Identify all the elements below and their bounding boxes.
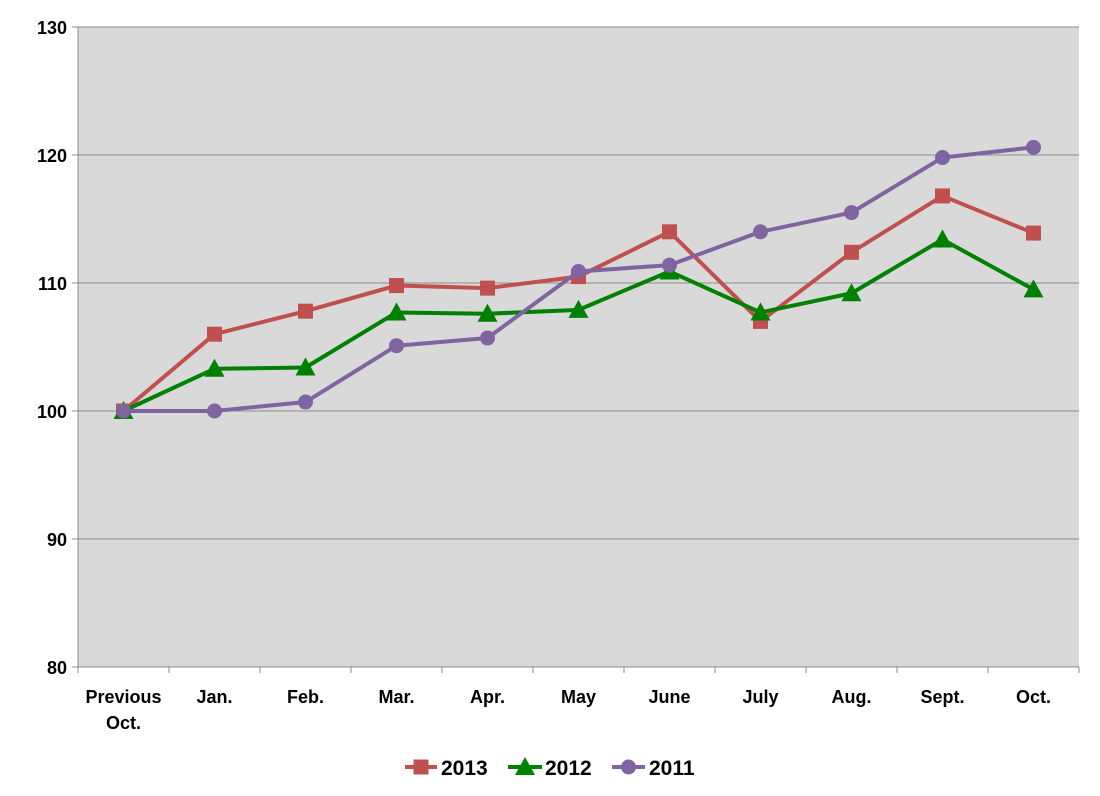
x-tick-label-line: Oct. [106, 713, 141, 733]
x-tick-label: July [742, 687, 778, 707]
series-group [113, 139, 1044, 419]
x-tick-label: Oct. [1016, 687, 1051, 707]
data-point [204, 358, 225, 377]
x-tick-label: June [648, 687, 690, 707]
data-point [386, 302, 407, 321]
data-point [841, 283, 862, 302]
x-tick-label-line: Previous [85, 687, 161, 707]
x-tick-label: May [561, 687, 596, 707]
legend-item-2013: 2013 [405, 757, 488, 780]
y-tick-label: 80 [47, 658, 67, 678]
x-tick-label-line: Oct. [1016, 687, 1051, 707]
series-2011 [116, 139, 1041, 419]
data-point [571, 263, 586, 279]
data-point [207, 326, 222, 342]
data-point [1026, 225, 1041, 241]
plot-area [78, 27, 1079, 667]
data-point [298, 394, 313, 410]
y-tick-labels: 80 90 100 110 120 130 [37, 18, 67, 678]
y-tick-label: 120 [37, 146, 67, 166]
data-point [477, 303, 498, 322]
x-tick-label: Feb. [287, 687, 324, 707]
y-tick-label: 90 [47, 530, 67, 550]
x-tick-label: Mar. [378, 687, 414, 707]
data-point [207, 403, 222, 419]
data-point [480, 330, 495, 346]
x-tick-label-line: Aug. [832, 687, 872, 707]
x-tick-label-line: Jan. [196, 687, 232, 707]
data-point [298, 303, 313, 319]
x-tick-label-line: May [561, 687, 596, 707]
data-point [935, 150, 950, 166]
data-point [1023, 279, 1044, 298]
axes [72, 26, 1080, 673]
legend-marker [621, 759, 636, 775]
data-point [753, 224, 768, 240]
x-tick-label-line: June [648, 687, 690, 707]
legend-label: 2012 [545, 757, 592, 780]
legend-label: 2011 [649, 757, 695, 780]
y-tick-label: 110 [38, 274, 67, 294]
y-tick-label: 130 [37, 18, 67, 38]
x-tick-label-line: July [742, 687, 778, 707]
data-point [568, 299, 589, 318]
data-point [932, 229, 953, 248]
legend: 2013 2012 2011 [405, 757, 695, 780]
data-point [295, 357, 316, 376]
x-tick-label-line: Mar. [378, 687, 414, 707]
x-tick-label-line: Sept. [920, 687, 964, 707]
data-point [116, 403, 131, 419]
data-point [662, 224, 677, 240]
data-point [1026, 139, 1041, 155]
legend-item-2011: 2011 [612, 757, 695, 780]
x-tick-label: Sept. [920, 687, 964, 707]
data-point [480, 280, 495, 296]
data-point [389, 278, 404, 294]
legend-item-2012: 2012 [508, 757, 592, 780]
legend-marker [413, 759, 429, 775]
x-tick-label-line: Apr. [470, 687, 505, 707]
y-tick-label: 100 [37, 402, 67, 422]
legend-marker [515, 757, 535, 775]
data-point [844, 244, 859, 260]
x-tick-label: Previous Oct. [85, 687, 161, 733]
data-point [662, 257, 677, 273]
x-tick-label: Apr. [470, 687, 505, 707]
data-point [750, 302, 771, 321]
data-point [389, 338, 404, 354]
x-tick-labels: Previous Oct. Jan. Feb. Mar. Apr. May June July A… [85, 687, 1051, 733]
x-tick-label-line: Feb. [287, 687, 324, 707]
data-point [935, 188, 950, 204]
x-tick-label: Aug. [832, 687, 872, 707]
x-tick-label: Jan. [196, 687, 232, 707]
data-point [844, 205, 859, 221]
legend-label: 2013 [441, 757, 488, 780]
